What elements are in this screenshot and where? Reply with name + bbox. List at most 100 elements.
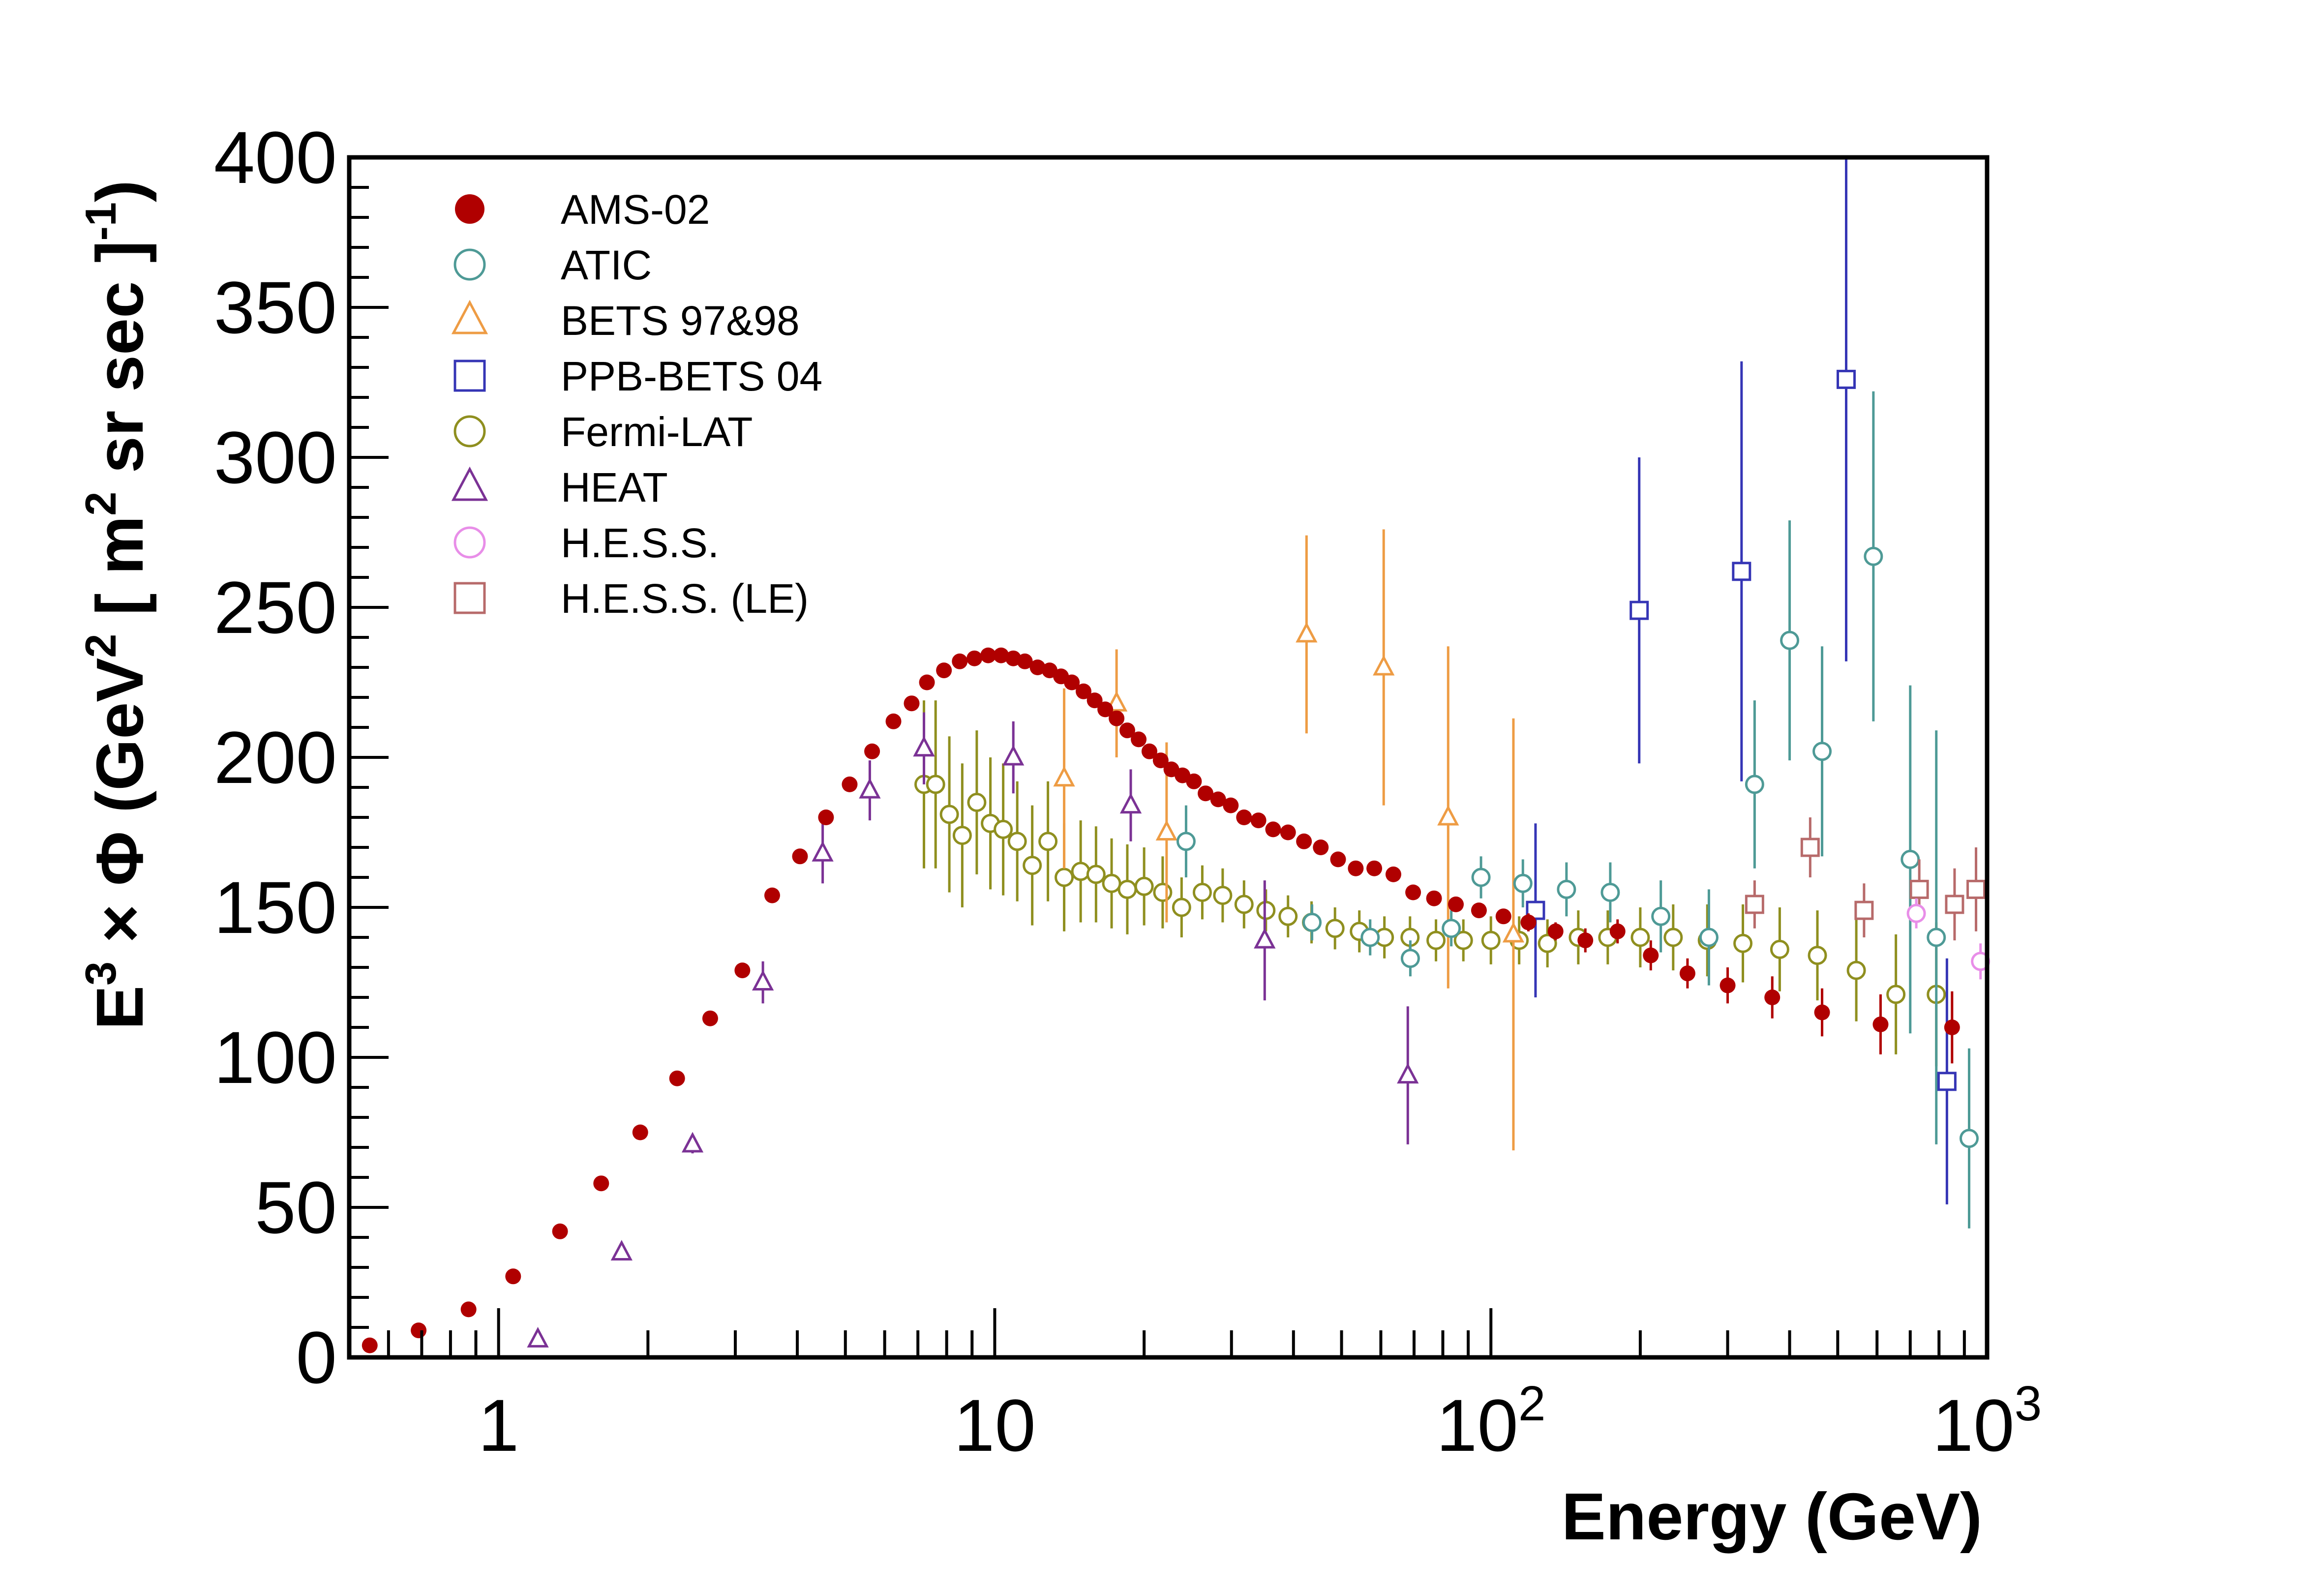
fermi-lat-point-19 bbox=[1213, 886, 1233, 905]
legend-label-ams-02: AMS-02 bbox=[561, 186, 710, 233]
ams-02-point-18 bbox=[936, 662, 952, 679]
heat-point-3 bbox=[752, 970, 774, 990]
ams-02-point-0 bbox=[362, 1337, 378, 1353]
ams-02-point-57 bbox=[1495, 908, 1511, 925]
ams-02-point-65 bbox=[1764, 990, 1781, 1005]
y-title-bracket: [ m bbox=[83, 516, 157, 634]
legend-marker-fermi-lat bbox=[453, 415, 486, 448]
atic-point-3 bbox=[1400, 949, 1420, 968]
legend-label-bets-97-98: BETS 97&98 bbox=[561, 298, 800, 344]
atic-point-0 bbox=[1176, 832, 1196, 851]
ppb-bets-04-point-4 bbox=[1937, 1072, 1957, 1091]
heat-point-2 bbox=[681, 1132, 704, 1153]
heat-point-5 bbox=[859, 778, 881, 799]
ams-02-point-63 bbox=[1679, 965, 1695, 982]
atic-point-15 bbox=[1901, 849, 1920, 869]
fermi-lat-point-42 bbox=[1886, 985, 1906, 1004]
bets-97-98-point-3 bbox=[1296, 622, 1318, 643]
h-e-s-s-le-point-0 bbox=[1745, 895, 1764, 914]
ams-02-point-61 bbox=[1609, 923, 1626, 939]
ams-02-point-62 bbox=[1643, 947, 1659, 963]
legend-marker-ams-02 bbox=[455, 194, 484, 224]
atic-point-7 bbox=[1557, 879, 1576, 899]
legend-entry-ppb-bets-04: PPB-BETS 04 bbox=[453, 353, 822, 399]
fermi-lat-point-12 bbox=[1086, 865, 1106, 884]
fermi-lat-point-39 bbox=[1770, 939, 1789, 959]
fermi-lat-point-3 bbox=[952, 826, 972, 845]
legend-label-h-e-s-s-le: H.E.S.S. (LE) bbox=[561, 575, 809, 622]
bets-97-98-point-5 bbox=[1437, 805, 1459, 826]
legend-marker-heat bbox=[451, 466, 488, 501]
atic-point-14 bbox=[1864, 546, 1883, 566]
ams-02-point-29 bbox=[1075, 683, 1091, 699]
y-tick-label-50: 50 bbox=[255, 1166, 337, 1249]
y-tick-label-350: 350 bbox=[214, 266, 337, 349]
ams-02-point-64 bbox=[1720, 977, 1736, 993]
ams-02-point-5 bbox=[593, 1175, 609, 1192]
fermi-lat-point-29 bbox=[1453, 930, 1473, 950]
series-ppb-bets-04 bbox=[1526, 157, 1957, 1204]
ams-02-point-48 bbox=[1313, 840, 1329, 855]
ams-02-point-59 bbox=[1547, 923, 1564, 939]
ams-02-point-60 bbox=[1577, 932, 1594, 949]
legend: AMS-02 ATIC BETS 97&98 PPB-BETS 04 Fermi-LAT… bbox=[451, 186, 822, 622]
legend-entry-atic: ATIC bbox=[453, 242, 652, 288]
fermi-lat-point-40 bbox=[1808, 946, 1827, 965]
atic-point-13 bbox=[1812, 742, 1832, 761]
legend-entry-fermi-lat: Fermi-LAT bbox=[453, 409, 753, 455]
ams-02-point-33 bbox=[1119, 722, 1135, 739]
ams-02-point-41 bbox=[1210, 791, 1226, 808]
heat-point-8 bbox=[1119, 793, 1142, 814]
atic-point-10 bbox=[1699, 928, 1719, 947]
ams-02-point-28 bbox=[1064, 674, 1080, 690]
fermi-lat-point-2 bbox=[939, 805, 959, 824]
h-e-s-s-le-point-3 bbox=[1909, 879, 1929, 899]
data-marks bbox=[362, 157, 1991, 1353]
ams-02-point-14 bbox=[864, 743, 880, 759]
ams-02-point-22 bbox=[993, 647, 1009, 663]
heat-point-6 bbox=[913, 736, 935, 757]
ams-02-point-2 bbox=[460, 1301, 477, 1318]
x-tick-label-1: 1 bbox=[478, 1384, 519, 1467]
y-tick-label-0: 0 bbox=[296, 1316, 337, 1399]
x-tick-label-1000: 103 bbox=[1932, 1376, 2042, 1467]
atic-point-8 bbox=[1600, 883, 1620, 902]
heat-point-9 bbox=[1254, 928, 1276, 949]
fermi-lat-point-8 bbox=[1023, 856, 1042, 875]
series-ams-02 bbox=[362, 647, 1960, 1353]
ams-02-point-39 bbox=[1186, 773, 1202, 789]
ams-02-point-3 bbox=[505, 1268, 521, 1285]
ams-02-point-17 bbox=[919, 674, 935, 690]
ppb-bets-04-point-3 bbox=[1837, 369, 1856, 389]
ams-02-point-16 bbox=[904, 695, 920, 712]
ams-02-point-25 bbox=[1029, 660, 1046, 675]
ams-02-point-55 bbox=[1448, 896, 1464, 912]
series-fermi-lat bbox=[914, 700, 1946, 1067]
ams-02-point-34 bbox=[1131, 731, 1147, 748]
ams-02-point-50 bbox=[1348, 860, 1364, 876]
x-tick-label-10: 10 bbox=[954, 1384, 1036, 1467]
ams-02-point-9 bbox=[734, 962, 751, 979]
y-tick-label-400: 400 bbox=[214, 116, 337, 199]
atic-point-12 bbox=[1780, 630, 1800, 650]
ams-02-point-44 bbox=[1250, 812, 1267, 829]
fermi-lat-point-1 bbox=[926, 775, 945, 794]
heat-point-4 bbox=[812, 840, 834, 862]
ams-02-point-53 bbox=[1405, 884, 1421, 900]
legend-marker-ppb-bets-04 bbox=[453, 360, 486, 392]
ams-02-point-35 bbox=[1141, 743, 1157, 759]
y-title-sup-2a: 2 bbox=[76, 634, 125, 658]
fermi-lat-point-14 bbox=[1117, 879, 1137, 899]
h-e-s-s-le-point-1 bbox=[1800, 838, 1820, 857]
h-e-s-s-le-point-5 bbox=[1966, 879, 1986, 899]
series-heat bbox=[527, 712, 1419, 1348]
atic-point-9 bbox=[1651, 906, 1671, 926]
ams-02-point-56 bbox=[1471, 902, 1487, 919]
ams-02-point-13 bbox=[842, 776, 858, 792]
y-title-rest: sr sec ] bbox=[83, 240, 157, 491]
fermi-lat-point-35 bbox=[1630, 928, 1650, 947]
ams-02-point-24 bbox=[1017, 653, 1033, 669]
legend-entry-h-e-s-s: H.E.S.S. bbox=[453, 520, 719, 566]
fermi-lat-point-28 bbox=[1426, 930, 1446, 950]
y-title-sup-minus-one: -1 bbox=[76, 202, 125, 240]
